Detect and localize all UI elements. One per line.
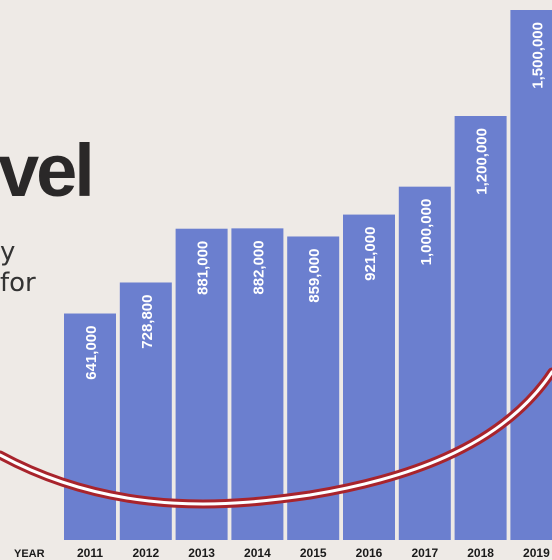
value-label-2012: 728,800 — [139, 294, 156, 348]
value-label-2015: 859,000 — [306, 248, 323, 302]
subline-fragment-2: for — [0, 268, 36, 298]
tick-label-2015: 2015 — [300, 546, 327, 560]
x-axis-group: 2011 2012 2013 2014 2015 2016 2017 2018 2019 YEAR — [14, 546, 550, 560]
value-label-2016: 921,000 — [362, 227, 379, 281]
bar-2017 — [398, 186, 451, 540]
value-label-2011: 641,000 — [83, 326, 100, 380]
tick-label-2012: 2012 — [132, 546, 159, 560]
value-label-2017: 1,000,000 — [418, 199, 435, 266]
subline-fragment-1: y — [0, 237, 16, 267]
tick-label-2013: 2013 — [188, 546, 215, 560]
tick-label-2011: 2011 — [77, 546, 103, 560]
tick-label-2019: 2019 — [523, 546, 550, 560]
bar-2013 — [175, 228, 228, 541]
value-label-2019: 1,500,000 — [529, 22, 546, 89]
tick-label-2017: 2017 — [411, 546, 438, 560]
x-axis-label: YEAR — [14, 548, 45, 560]
bar-2019 — [510, 10, 552, 540]
tick-label-2016: 2016 — [356, 546, 383, 560]
bar-2014 — [231, 228, 284, 541]
value-label-2014: 882,000 — [250, 240, 267, 294]
trend-curve-inner — [0, 370, 552, 506]
value-labels-group: 641,000 728,800 881,000 882,000 859,000 921,0… — [83, 22, 546, 380]
tick-label-2018: 2018 — [467, 546, 494, 560]
headline-fragment: vel — [0, 129, 95, 212]
tick-label-2014: 2014 — [244, 546, 271, 560]
value-label-2013: 881,000 — [195, 241, 212, 295]
value-label-2018: 1,200,000 — [474, 128, 491, 195]
bar-2011 — [64, 313, 116, 540]
trend-curve-group — [0, 367, 552, 509]
bar-2018 — [454, 116, 507, 540]
